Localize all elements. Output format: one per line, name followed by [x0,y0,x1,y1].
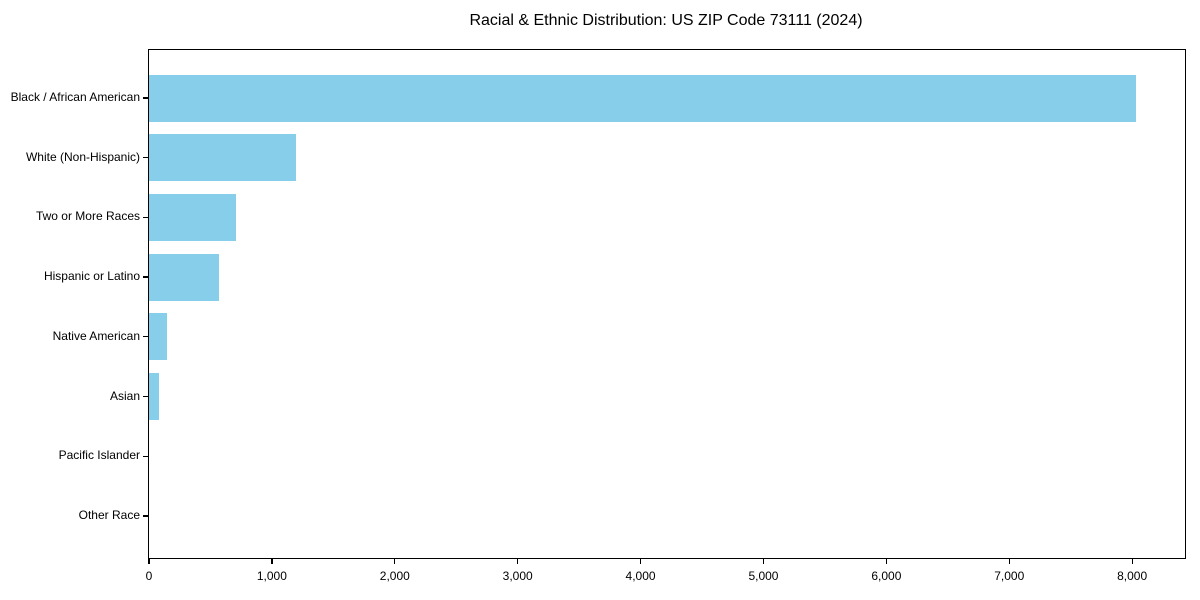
x-tick-label: 2,000 [379,569,410,583]
y-tick-label: Hispanic or Latino [43,269,140,284]
y-tick-label: Asian [109,388,140,403]
x-tick-mark [517,559,519,565]
bar [149,253,220,301]
y-tick-label: Two or More Races [35,209,140,224]
x-tick-label: 7,000 [994,569,1025,583]
x-tick-mark [148,559,150,565]
bar [149,134,297,182]
x-tick-label: 3,000 [502,569,533,583]
chart-title: Racial & Ethnic Distribution: US ZIP Cod… [469,12,863,29]
x-tick-mark [885,559,887,565]
bar [149,373,159,420]
y-tick-label: White (Non-Hispanic) [25,149,140,164]
y-tick-label: Pacific Islander [58,448,140,463]
y-tick-label: Black / African American [10,90,140,104]
x-tick-label: 8,000 [1117,569,1148,583]
x-tick-mark [762,559,765,565]
x-tick-mark [639,559,642,565]
x-tick-label: 0 [145,569,153,583]
plot-area: 0 1,000 2,000 3,000 4,000 5,000 6,000 7,000 8,00… [142,49,1186,583]
bar [149,313,168,361]
y-tick-mark [142,455,148,457]
x-tick-mark [1131,559,1133,565]
x-tick-mark [394,559,396,565]
y-tick-mark [142,157,148,159]
y-tick-mark [142,276,148,278]
y-tick-mark [142,216,148,219]
x-tick-mark [271,559,273,565]
y-tick-label: Other Race [78,507,140,522]
y-tick-mark [142,97,148,99]
y-tick-mark [142,395,148,398]
x-tick-label: 5,000 [748,569,779,583]
x-tick-label: 4,000 [625,569,656,583]
bar [149,193,237,241]
y-tick-mark [142,336,148,338]
y-tick-mark [142,515,148,517]
y-tick-label: Native American [52,328,140,343]
x-tick-label: 1,000 [256,569,287,583]
bar [149,74,1136,122]
x-tick-mark [1008,559,1010,565]
x-tick-label: 6,000 [871,569,902,583]
